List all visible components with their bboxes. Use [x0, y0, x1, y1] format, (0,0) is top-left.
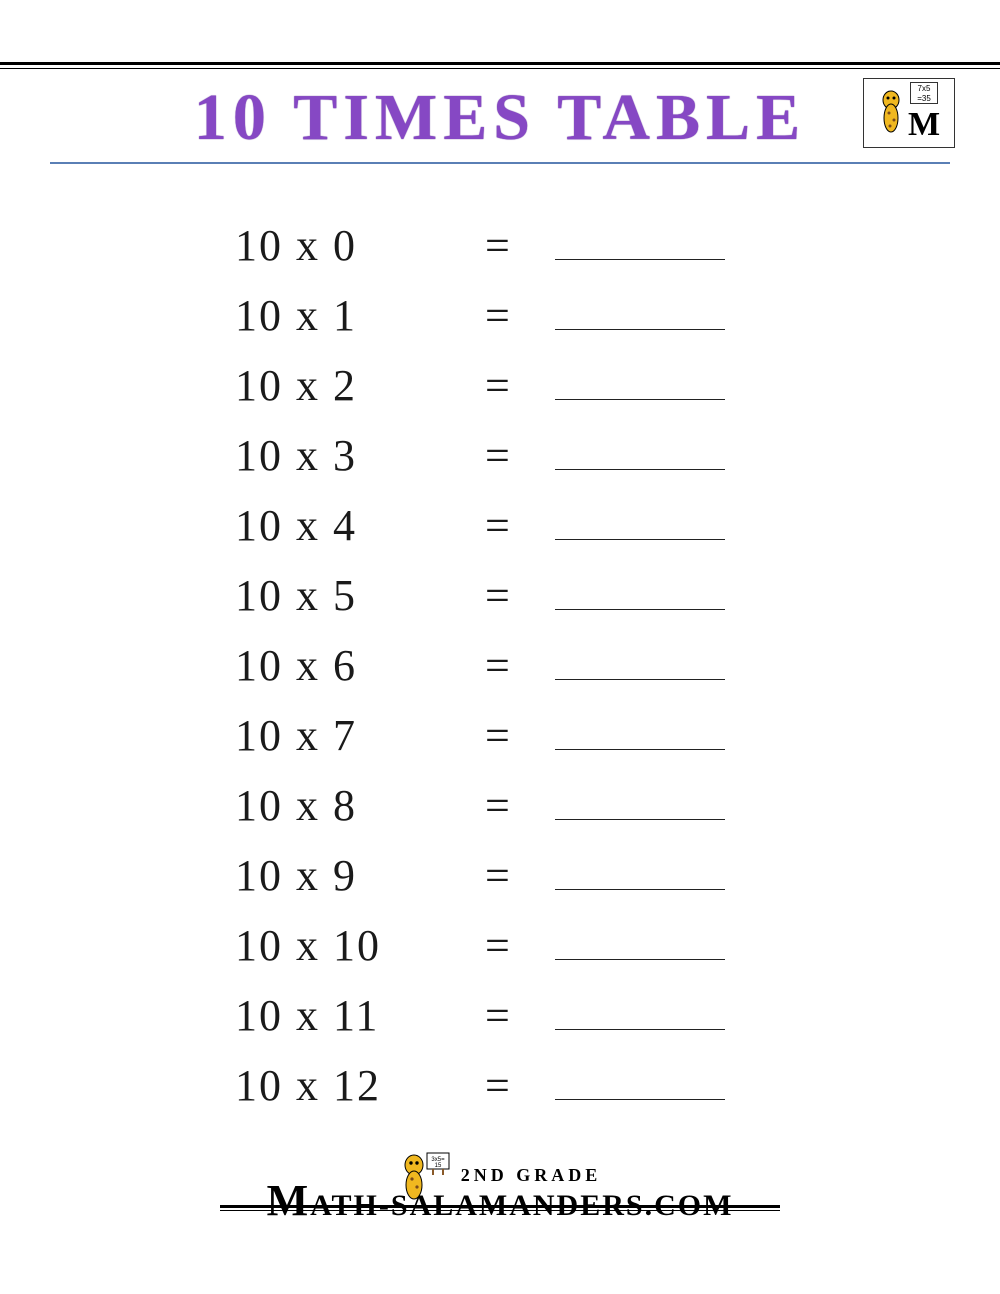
equals-sign: = [485, 780, 545, 831]
answer-blank[interactable] [555, 710, 725, 750]
problem-row: 10 x 3= [235, 410, 795, 480]
equals-sign: = [485, 850, 545, 901]
problem-row: 10 x 6= [235, 620, 795, 690]
problem-row: 10 x 10= [235, 900, 795, 970]
answer-blank[interactable] [555, 290, 725, 330]
site-name: M ATH-SALAMANDERS.COM [267, 1175, 734, 1226]
problem-expression: 10 x 10 [235, 920, 485, 971]
problem-expression: 10 x 0 [235, 220, 485, 271]
problem-row: 10 x 12= [235, 1040, 795, 1110]
brand-logo-top: 7x5 =35 M [863, 78, 955, 148]
problem-row: 10 x 1= [235, 270, 795, 340]
problem-row: 10 x 9= [235, 830, 795, 900]
equals-sign: = [485, 220, 545, 271]
answer-blank[interactable] [555, 220, 725, 260]
site-name-m: M [267, 1175, 311, 1226]
equals-sign: = [485, 290, 545, 341]
answer-blank[interactable] [555, 850, 725, 890]
equals-sign: = [485, 570, 545, 621]
problem-row: 10 x 8= [235, 760, 795, 830]
equals-sign: = [485, 360, 545, 411]
problem-expression: 10 x 11 [235, 990, 485, 1041]
problem-expression: 10 x 7 [235, 710, 485, 761]
answer-blank[interactable] [555, 990, 725, 1030]
equals-sign: = [485, 1060, 545, 1111]
top-border-thin [0, 68, 1000, 69]
svg-text:15: 15 [434, 1163, 441, 1169]
equals-sign: = [485, 640, 545, 691]
logo-m-icon: M [908, 106, 940, 144]
problem-expression: 10 x 9 [235, 850, 485, 901]
problem-expression: 10 x 12 [235, 1060, 485, 1111]
problem-expression: 10 x 2 [235, 360, 485, 411]
answer-blank[interactable] [555, 640, 725, 680]
answer-blank[interactable] [555, 1060, 725, 1100]
problem-expression: 10 x 3 [235, 430, 485, 481]
answer-blank[interactable] [555, 780, 725, 820]
problems-list: 10 x 0=10 x 1=10 x 2=10 x 3=10 x 4=10 x … [235, 200, 795, 1110]
equals-sign: = [485, 920, 545, 971]
top-border-thick [0, 62, 1000, 65]
equals-sign: = [485, 990, 545, 1041]
problem-row: 10 x 2= [235, 340, 795, 410]
page-title: 10 TIMES TABLE [194, 80, 806, 156]
equals-sign: = [485, 500, 545, 551]
site-name-rest: ATH-SALAMANDERS.COM [310, 1189, 733, 1223]
answer-blank[interactable] [555, 500, 725, 540]
footer: 3x5= 15 2ND GRADE M ATH-SALAMANDERS.COM [0, 1149, 1000, 1226]
whiteboard-icon: 7x5 =35 [910, 82, 938, 104]
header-underline [50, 162, 950, 164]
answer-blank[interactable] [555, 570, 725, 610]
answer-blank[interactable] [555, 430, 725, 470]
salamander-footer-icon: 3x5= 15 [399, 1149, 453, 1203]
problem-row: 10 x 5= [235, 550, 795, 620]
problem-row: 10 x 4= [235, 480, 795, 550]
problem-row: 10 x 0= [235, 200, 795, 270]
problem-row: 10 x 7= [235, 690, 795, 760]
problem-expression: 10 x 8 [235, 780, 485, 831]
answer-blank[interactable] [555, 920, 725, 960]
problem-row: 10 x 11= [235, 970, 795, 1040]
header: 10 TIMES TABLE [50, 80, 950, 156]
problem-expression: 10 x 5 [235, 570, 485, 621]
salamander-icon [878, 88, 904, 138]
equals-sign: = [485, 710, 545, 761]
problem-expression: 10 x 1 [235, 290, 485, 341]
equals-sign: = [485, 430, 545, 481]
answer-blank[interactable] [555, 360, 725, 400]
problem-expression: 10 x 6 [235, 640, 485, 691]
problem-expression: 10 x 4 [235, 500, 485, 551]
